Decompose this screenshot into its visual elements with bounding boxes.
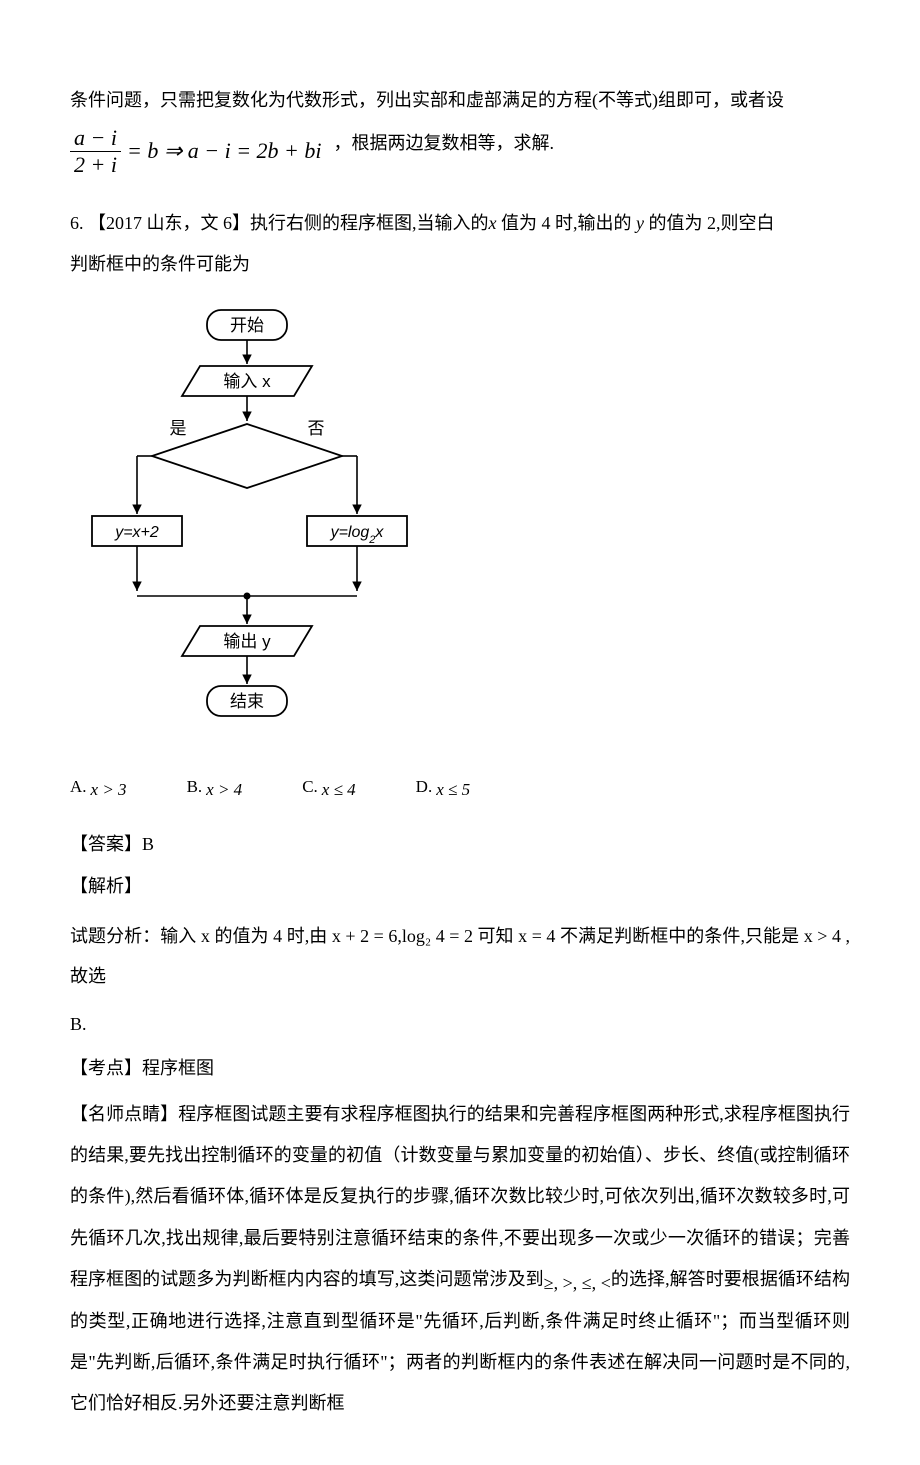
choice-d-expr: x ≤ 5: [436, 770, 470, 809]
flow-right-prefix: y=log: [330, 524, 370, 541]
q6-title-line2: 判断框中的条件可能为: [70, 244, 850, 285]
tips-p2: 的选择,解答时要根据循环结构的类型,正确地进行选择,注意直到型循环是"先循环,后…: [70, 1269, 850, 1413]
flow-no: 否: [308, 419, 325, 438]
q6-mid2: 的值为 2,则空白: [644, 213, 775, 233]
flow-end-label: 结束: [230, 692, 264, 711]
frac-tail-eq: = b ⇒ a − i = 2b + bi: [127, 126, 322, 177]
choice-b: B. x > 4: [187, 767, 243, 806]
kaodian: 【考点】程序框图: [70, 1048, 850, 1089]
intro-fraction: a − i 2 + i = b ⇒ a − i = 2b + bi: [70, 125, 322, 177]
choice-c-expr: x ≤ 4: [322, 770, 356, 809]
flow-left-label: y=x+2: [114, 524, 159, 541]
intro-post: ，根据两边复数相等，求解.: [334, 121, 555, 164]
choice-a-letter: A.: [70, 767, 87, 806]
frac-den: 2 + i: [70, 151, 121, 177]
choice-c: C. x ≤ 4: [302, 767, 355, 806]
intro-line1: 条件问题，只需把复数化为代数形式，列出实部和虚部满足的方程(不等式)组即可，或者…: [70, 80, 850, 121]
tips-label: 【名师点睛】: [70, 1104, 178, 1124]
frac-num: a − i: [70, 125, 121, 150]
q6-y: y: [636, 213, 644, 233]
flow-yes: 是: [170, 419, 187, 438]
q6-title: 6. 【2017 山东，文 6】执行右侧的程序框图,当输入的x 值为 4 时,输…: [70, 203, 850, 244]
choice-c-letter: C.: [302, 767, 318, 806]
q6-x: x: [489, 213, 497, 233]
tips-paragraph: 【名师点睛】程序框图试题主要有求程序框图执行的结果和完善程序框图两种形式,求程序…: [70, 1094, 850, 1425]
analysis-label: 【解析】: [70, 866, 850, 907]
intro-equation-row: a − i 2 + i = b ⇒ a − i = 2b + bi ，根据两边复…: [70, 121, 850, 177]
tips-symbols: ≥, >, ≤, <: [544, 1273, 611, 1293]
analysis-body: 试题分析：输入 x 的值为 4 时,由 x + 2 = 6,log₂ 4 = 2…: [70, 917, 850, 1042]
flow-input-label: 输入 x: [223, 372, 271, 391]
svg-text:输入 x: 输入 x: [223, 372, 271, 391]
flowchart: 开始 输入 x 是 否 y=x+2 y=log2x: [82, 306, 412, 761]
choice-a-expr: x > 3: [91, 770, 127, 809]
choice-d-letter: D.: [416, 767, 433, 806]
analysis-tail: B.: [70, 1006, 850, 1042]
page: 条件问题，只需把复数化为代数形式，列出实部和虚部满足的方程(不等式)组即可，或者…: [0, 0, 920, 1465]
choices-row: A. x > 3 B. x > 4 C. x ≤ 4 D. x ≤ 5: [70, 767, 850, 806]
flow-right-suffix: x: [374, 524, 384, 541]
choice-d: D. x ≤ 5: [416, 767, 470, 806]
choice-b-expr: x > 4: [206, 770, 242, 809]
tips-p1: 程序框图试题主要有求程序框图执行的结果和完善程序框图两种形式,求程序框图执行的结…: [70, 1104, 850, 1290]
flow-right-sub: 2: [368, 534, 375, 546]
flow-output-label: 输出 y: [223, 632, 271, 651]
choice-b-letter: B.: [187, 767, 203, 806]
answer-label: 【答案】B: [70, 824, 850, 865]
choice-a: A. x > 3: [70, 767, 127, 806]
q6-prefix: 6. 【2017 山东，文 6】执行右侧的程序框图,当输入的: [70, 213, 489, 233]
flow-start-label: 开始: [230, 316, 264, 335]
q6-mid1: 值为 4 时,输出的: [497, 213, 637, 233]
analysis-line: 试题分析：输入 x 的值为 4 时,由 x + 2 = 6,log₂ 4 = 2…: [70, 917, 850, 996]
